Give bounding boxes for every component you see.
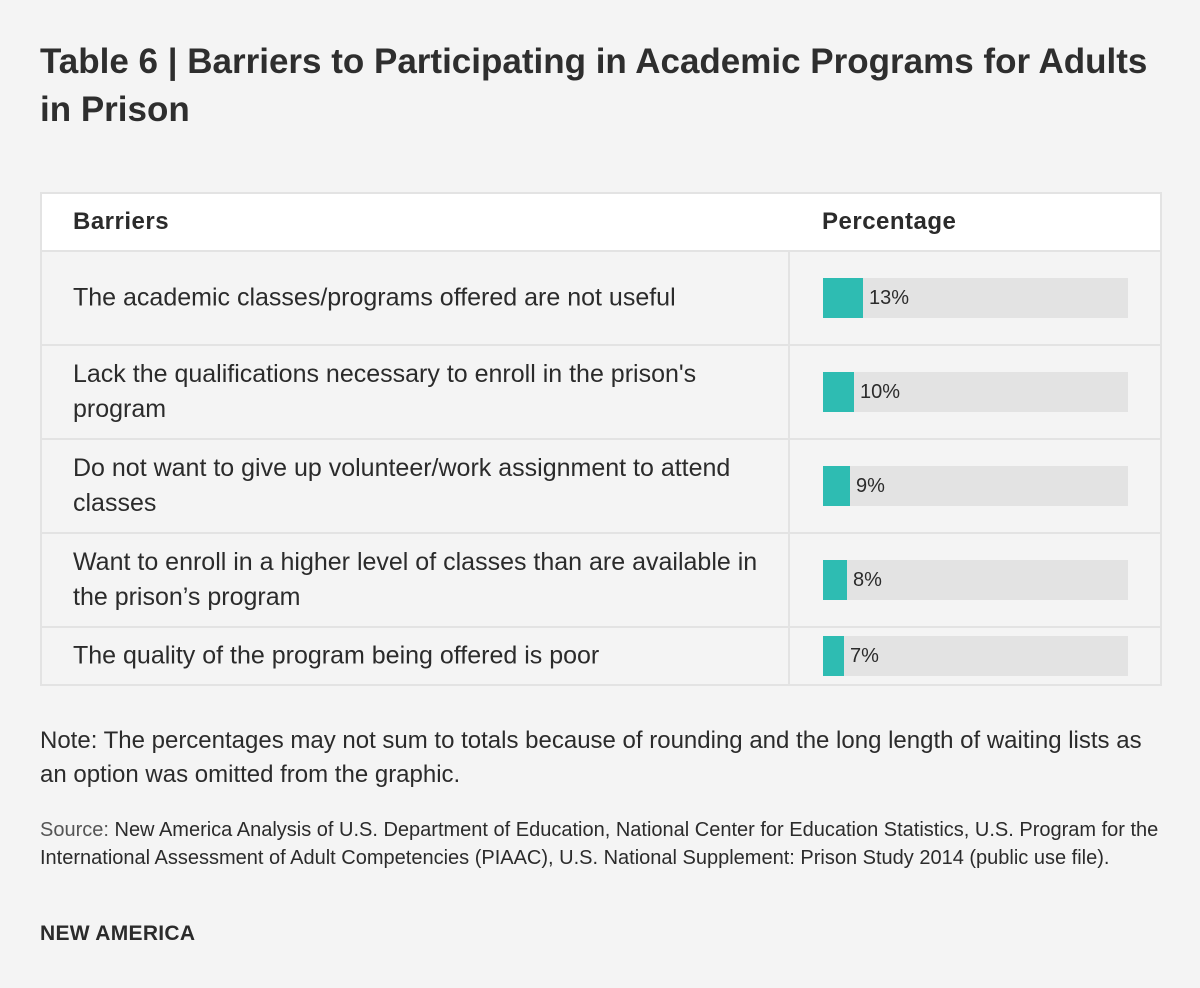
bar-value-label: 13% — [869, 287, 910, 309]
barrier-cell: Do not want to give up volunteer/work as… — [42, 440, 790, 532]
bar — [823, 466, 850, 506]
bar-value-label: 9% — [856, 475, 885, 497]
barrier-cell: The academic classes/programs offered ar… — [42, 252, 790, 344]
table-row: Lack the qualifications necessary to enr… — [42, 346, 1160, 440]
bar-track: 13% — [823, 278, 1128, 318]
bar-track: 9% — [823, 466, 1128, 506]
table-header: Barriers Percentage — [42, 194, 1160, 252]
bar-value-label: 7% — [850, 645, 879, 667]
barrier-cell: The quality of the program being offered… — [42, 628, 790, 684]
barrier-label: Lack the qualifications necessary to enr… — [73, 360, 697, 423]
barrier-label: The quality of the program being offered… — [73, 641, 600, 670]
bar — [823, 636, 844, 676]
table-row: Want to enroll in a higher level of clas… — [42, 534, 1160, 628]
table-body: The academic classes/programs offered ar… — [42, 252, 1160, 684]
bar — [823, 560, 847, 600]
barrier-cell: Want to enroll in a higher level of clas… — [42, 534, 790, 626]
source-text: New America Analysis of U.S. Department … — [40, 819, 1159, 869]
table-row: Do not want to give up volunteer/work as… — [42, 440, 1160, 534]
bar — [823, 278, 863, 318]
barrier-cell: Lack the qualifications necessary to enr… — [42, 346, 790, 438]
bar-track: 7% — [823, 636, 1128, 676]
chart-source: Source: New America Analysis of U.S. Dep… — [40, 816, 1160, 872]
bar-track: 10% — [823, 372, 1128, 412]
bar-value-label: 10% — [860, 381, 901, 403]
source-label: Source: — [40, 819, 109, 841]
barrier-label: Want to enroll in a higher level of clas… — [73, 548, 758, 611]
bar — [823, 372, 854, 412]
bar-track: 8% — [823, 560, 1128, 600]
barrier-label: Do not want to give up volunteer/work as… — [73, 454, 731, 517]
chart-note: Note: The percentages may not sum to tot… — [40, 727, 1142, 788]
brand-logo: NEW AMERICA — [40, 922, 196, 945]
bar-value-label: 8% — [853, 569, 882, 591]
barrier-label: The academic classes/programs offered ar… — [73, 283, 676, 312]
table-row: The academic classes/programs offered ar… — [42, 252, 1160, 346]
barriers-table: Barriers Percentage The academic classes… — [40, 192, 1162, 686]
header-barriers: Barriers — [73, 208, 170, 235]
header-percentage: Percentage — [822, 208, 957, 235]
page-title: Table 6 | Barriers to Participating in A… — [40, 42, 1148, 129]
table-row: The quality of the program being offered… — [42, 628, 1160, 684]
